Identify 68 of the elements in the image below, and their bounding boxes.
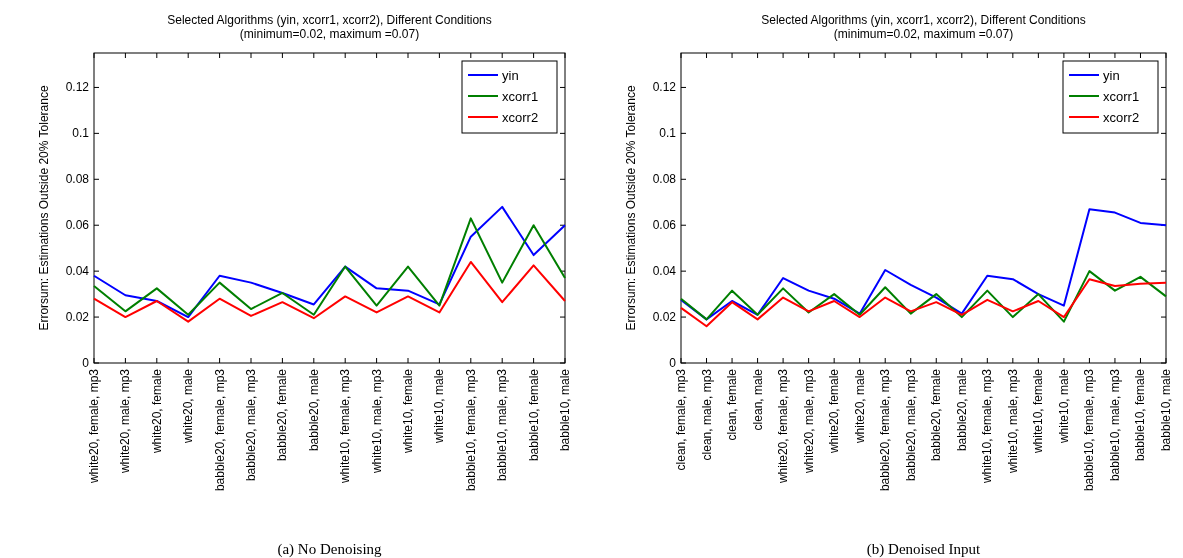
y-tick-label: 0.04	[652, 264, 677, 279]
chart-subtitle: (minimum=0.02, maximum =0.07)	[833, 27, 1014, 41]
x-tick-label: babble10, male	[1159, 368, 1173, 452]
x-tick-label: babble20, female	[275, 368, 290, 462]
y-tick-label: 0	[82, 356, 90, 370]
x-tick-label: white20, female, mp3	[776, 368, 791, 485]
y-tick-label: 0.02	[652, 310, 677, 325]
chart-title: Selected Algorithms (yin, xcorr1, xcorr2), Different Conditions	[761, 13, 1086, 27]
y-tick-label: 0.1	[659, 126, 677, 141]
y-tick-label: 0	[669, 356, 677, 370]
x-tick-label: babble20, female, mp3	[878, 368, 893, 492]
x-tick-label: white10, female	[1031, 368, 1046, 455]
line-series	[680, 270, 1167, 323]
x-tick-label: babble10, female, mp3	[463, 368, 478, 492]
x-tick-label: babble20, female	[929, 368, 944, 462]
x-tick-label: white20, male	[852, 368, 867, 445]
y-axis-title: Errorsum: Estimations Outside 20% Tolerance	[624, 85, 638, 331]
y-tick-label: 0.12	[652, 80, 677, 95]
legend-label: xcorr1	[1103, 89, 1140, 104]
legend-label: xcorr2	[1103, 110, 1140, 125]
x-tick-label: clean, male	[750, 368, 765, 431]
x-tick-label: clean, female, mp3	[674, 368, 688, 471]
x-tick-label: white10, male	[1056, 368, 1071, 445]
y-tick-label: 0.06	[65, 218, 90, 233]
legend-label: xcorr2	[502, 110, 539, 125]
x-tick-label: white20, female	[149, 368, 164, 455]
x-tick-label: white20, female	[827, 368, 842, 455]
x-tick-label: white10, female	[401, 368, 415, 455]
y-tick-label: 0.08	[652, 172, 677, 187]
x-tick-label: white10, male, mp3	[1005, 368, 1020, 475]
x-tick-label: babble10, female, mp3	[1082, 368, 1097, 492]
x-tick-label: clean, male, mp3	[699, 368, 714, 461]
y-tick-label: 0.08	[65, 172, 90, 187]
x-tick-label: babble10, male	[558, 368, 572, 452]
legend-label: xcorr1	[502, 89, 539, 104]
x-tick-label: white20, female, mp3	[87, 368, 101, 485]
x-tick-label: white20, male	[181, 368, 196, 445]
chart-title: Selected Algorithms (yin, xcorr1, xcorr2), Different Conditions	[167, 13, 492, 27]
line-series	[680, 278, 1167, 328]
x-tick-label: babble20, male	[306, 368, 321, 452]
x-tick-label: babble20, male	[954, 368, 969, 452]
y-axis-title: Errorsum: Estimations Outside 20% Tolerance	[37, 85, 51, 331]
x-tick-label: white20, male, mp3	[801, 368, 816, 475]
y-tick-label: 0.06	[652, 218, 677, 233]
x-tick-label: babble20, female, mp3	[212, 368, 227, 492]
x-tick-label: babble10, female	[526, 368, 541, 462]
x-tick-label: babble10, female	[1133, 368, 1148, 462]
line-series	[680, 208, 1167, 321]
x-tick-label: white20, male, mp3	[118, 368, 133, 475]
x-tick-label: babble10, male, mp3	[1107, 368, 1122, 482]
text: (a) No Denoising	[277, 541, 383, 558]
chart-subtitle: (minimum=0.02, maximum =0.07)	[239, 27, 420, 41]
x-tick-label: clean, female	[725, 368, 740, 441]
legend-label: yin	[502, 68, 519, 83]
x-tick-label: babble10, male, mp3	[495, 368, 510, 482]
x-tick-label: white10, female, mp3	[338, 368, 353, 485]
line-series	[93, 260, 566, 323]
x-tick-label: white10, male	[432, 368, 447, 445]
y-tick-label: 0.12	[65, 80, 90, 95]
x-tick-label: white10, male, mp3	[369, 368, 384, 475]
x-tick-label: babble20, male, mp3	[903, 368, 918, 482]
y-tick-label: 0.02	[65, 310, 90, 325]
y-tick-label: 0.1	[72, 126, 90, 141]
text: (b) Denoised Input	[866, 541, 981, 558]
x-tick-label: babble20, male, mp3	[244, 368, 258, 482]
y-tick-label: 0.04	[65, 264, 90, 279]
legend-label: yin	[1103, 68, 1120, 83]
x-tick-label: white10, female, mp3	[980, 368, 995, 485]
